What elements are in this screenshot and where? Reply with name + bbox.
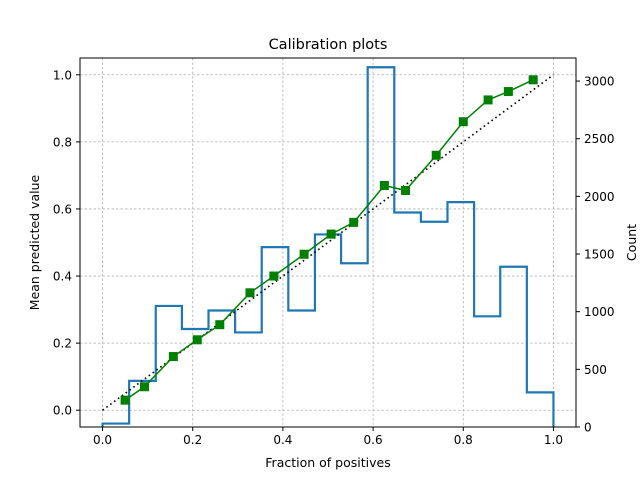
x-tick-label: 0.0	[93, 433, 112, 447]
y-tick-label: 1.0	[53, 68, 72, 82]
calibration-point	[299, 249, 309, 259]
x-tick-label: 0.8	[454, 433, 473, 447]
calibration-point	[379, 180, 389, 190]
chart-title: Calibration plots	[269, 37, 388, 53]
y-tick-label: 0.8	[53, 135, 72, 149]
y2-tick-label: 0	[584, 421, 592, 435]
y2-axis-ticks: 0 500 1000 1500 2000 2500 3000	[576, 75, 615, 435]
x-tick-label: 1.0	[544, 433, 563, 447]
x-tick-label: 0.6	[364, 433, 383, 447]
calibration-point	[245, 288, 255, 298]
grid-lines	[80, 58, 576, 427]
y-tick-label: 0.4	[53, 270, 72, 284]
y-tick-label: 0.0	[53, 404, 72, 418]
y-tick-label: 0.2	[53, 337, 72, 351]
calibration-point	[349, 217, 359, 227]
calibration-point	[326, 229, 336, 239]
x-axis-label: Fraction of positives	[265, 455, 390, 470]
calibration-point	[168, 352, 178, 362]
x-tick-label: 0.2	[183, 433, 202, 447]
x-tick-label: 0.4	[273, 433, 292, 447]
x-axis-ticks: 0.0 0.2 0.4 0.6 0.8 1.0	[93, 427, 563, 447]
y2-axis-label: Count	[624, 224, 639, 261]
calibration-point	[192, 335, 202, 345]
calibration-point	[528, 75, 538, 85]
y-axis-label: Mean predicted value	[27, 174, 42, 310]
calibration-curve	[120, 75, 538, 405]
calibration-point	[503, 87, 513, 97]
calibration-point	[401, 186, 411, 196]
y-tick-label: 0.6	[53, 202, 72, 216]
y2-tick-label: 1500	[584, 248, 615, 262]
calibration-point	[120, 395, 130, 405]
calibration-point	[139, 382, 149, 392]
plot-frame	[79, 57, 577, 428]
calibration-point	[483, 95, 493, 105]
calibration-point	[215, 320, 225, 330]
y2-tick-label: 2000	[584, 190, 615, 204]
y-axis-ticks: 0.0 0.2 0.4 0.6 0.8 1.0	[53, 68, 80, 418]
y2-tick-label: 500	[584, 363, 607, 377]
calibration-point	[269, 271, 279, 281]
calibration-point	[458, 117, 468, 127]
y2-tick-label: 3000	[584, 75, 615, 89]
y2-tick-label: 2500	[584, 132, 615, 146]
y2-tick-label: 1000	[584, 305, 615, 319]
calibration-point	[431, 150, 441, 160]
